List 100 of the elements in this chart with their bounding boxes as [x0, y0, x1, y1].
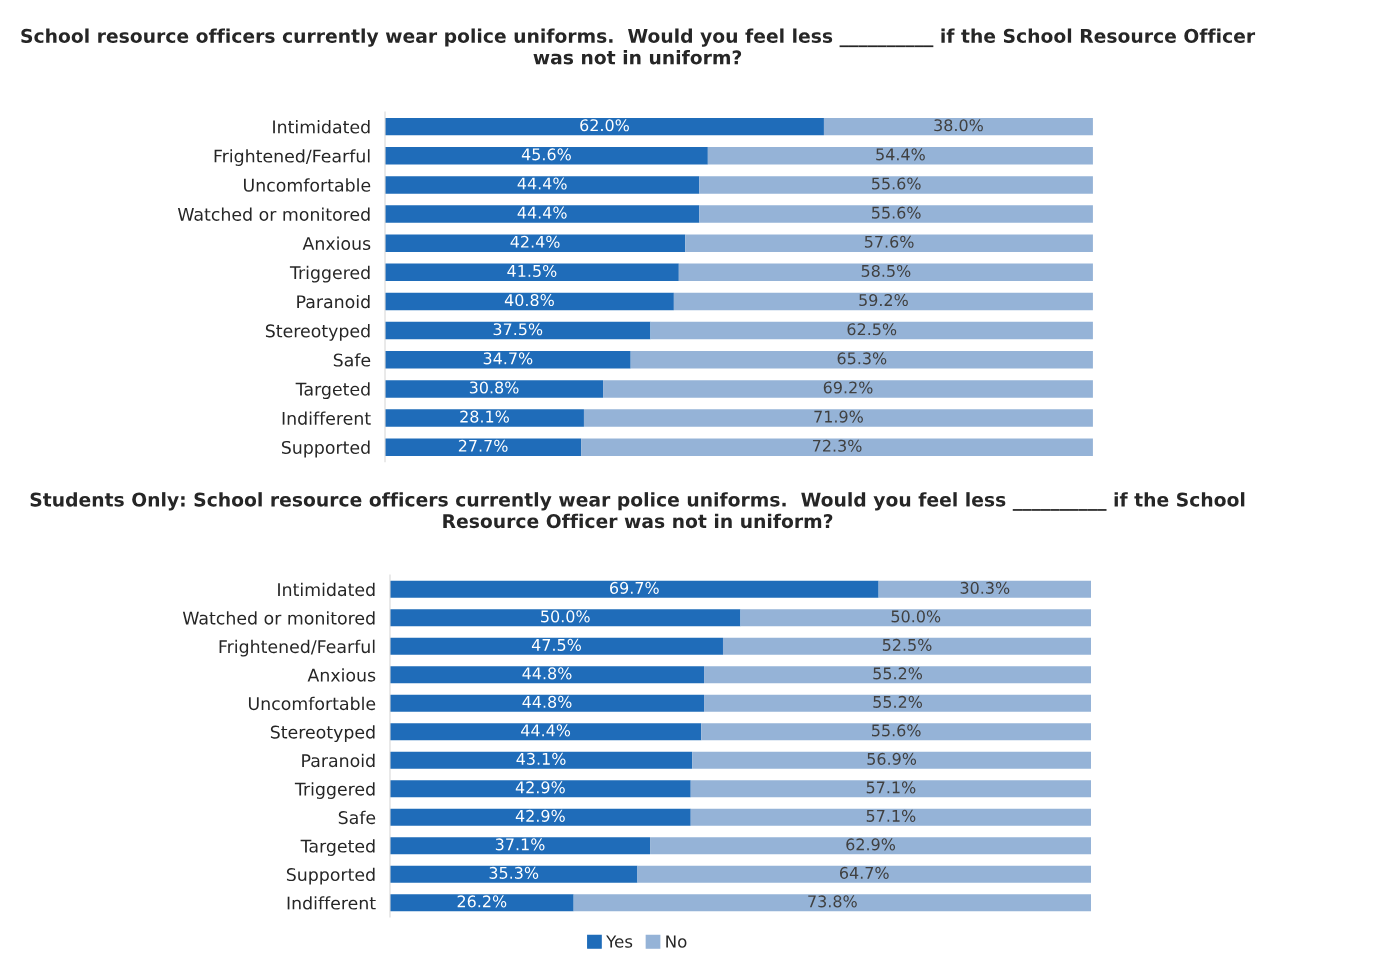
bar — [389, 751, 693, 769]
data-label: 55.6% — [872, 177, 921, 190]
y-tick-label: Frightened/Fearful — [214, 149, 370, 166]
data-label: 55.6% — [872, 206, 921, 219]
y-tick-label: Supported — [286, 867, 375, 885]
data-label: 44.8% — [522, 695, 572, 708]
data-label: 44.4% — [517, 177, 567, 190]
bar — [385, 147, 708, 165]
y-tick-label: Anxious — [302, 236, 371, 251]
data-label: 28.1% — [460, 410, 509, 423]
y-tick-label: Paranoid — [297, 294, 370, 309]
y-tick-label: Supported — [281, 440, 370, 458]
bar — [583, 409, 1093, 427]
bar — [385, 205, 700, 223]
data-label: 55.6% — [872, 724, 921, 737]
data-label: 52.5% — [882, 638, 932, 651]
y-tick-label: Watched or monitored — [182, 611, 375, 625]
y-tick-label: Indifferent — [282, 411, 371, 425]
bar — [690, 808, 1092, 826]
bar — [389, 894, 574, 912]
y-tick-label: Triggered — [289, 265, 370, 283]
y-tick-label: Targeted — [300, 839, 375, 856]
data-label: 42.4% — [510, 235, 560, 248]
bar — [878, 580, 1092, 598]
bar — [704, 694, 1092, 712]
bar — [701, 723, 1092, 741]
data-label: 57.6% — [864, 235, 914, 248]
bar — [650, 321, 1093, 340]
y-tick-label: Stereotyped — [265, 324, 370, 341]
data-label: 55.2% — [873, 695, 923, 708]
bar — [637, 865, 1092, 883]
data-label: 44.8% — [522, 667, 572, 680]
bar — [690, 780, 1092, 798]
bar — [389, 580, 879, 598]
y-tick-label: Triggered — [294, 782, 375, 799]
bar — [385, 438, 582, 456]
data-label: 55.2% — [873, 667, 923, 680]
bar — [685, 234, 1093, 252]
y-tick-label: Safe — [333, 353, 371, 367]
data-label: 42.9% — [515, 809, 565, 822]
bar — [389, 865, 638, 883]
bar — [581, 438, 1093, 456]
bar — [385, 380, 604, 398]
data-label: 59.2% — [859, 294, 908, 307]
data-label: 50.0% — [541, 610, 590, 623]
bar — [389, 780, 691, 798]
data-label: 35.3% — [489, 866, 539, 879]
legend-label: Yes — [606, 935, 633, 948]
y-tick-label: Intimidated — [278, 582, 375, 597]
bar — [573, 894, 1092, 912]
bar — [385, 321, 651, 340]
data-label: 42.9% — [515, 781, 565, 794]
bar — [385, 263, 679, 282]
y-tick-label: Stereotyped — [270, 725, 375, 742]
data-label: 73.8% — [808, 895, 857, 908]
bar — [389, 808, 691, 826]
data-label: 45.6% — [521, 148, 571, 161]
data-label: 44.4% — [521, 724, 571, 737]
y-tick-label: Anxious — [307, 668, 376, 682]
legend-label: No — [666, 935, 687, 948]
data-label: 56.9% — [867, 752, 917, 765]
bar — [389, 609, 741, 627]
data-label: 65.3% — [837, 352, 887, 365]
data-label: 44.4% — [517, 206, 567, 219]
data-label: 30.3% — [960, 581, 1010, 594]
chart-title: Students Only: School resource officers currently wear police uniforms. Would you feel less __________ if the School Resource Officer was not in uniform? — [30, 492, 1245, 529]
bar — [699, 205, 1093, 223]
y-tick-label: Intimidated — [273, 120, 370, 134]
bar — [385, 351, 631, 369]
bar — [823, 117, 1093, 136]
y-tick-label: Watched or monitored — [177, 207, 370, 221]
data-label: 71.9% — [814, 410, 863, 423]
data-label: 38.0% — [934, 119, 983, 132]
bar — [603, 380, 1093, 398]
data-label: 57.1% — [866, 781, 916, 794]
y-tick-label: Uncomfortable — [244, 178, 371, 192]
data-label: 64.7% — [839, 866, 889, 879]
data-label: 72.3% — [812, 439, 862, 452]
bar — [389, 723, 702, 741]
y-tick-label: Paranoid — [302, 753, 375, 768]
data-label: 69.7% — [610, 581, 659, 594]
bar — [678, 263, 1093, 282]
bar — [707, 147, 1093, 165]
y-tick-label: Uncomfortable — [248, 696, 376, 711]
bar — [385, 409, 584, 427]
data-label: 40.8% — [504, 294, 554, 307]
bar — [389, 694, 705, 712]
data-label: 30.8% — [469, 381, 519, 394]
bar — [630, 351, 1093, 369]
bar — [385, 234, 686, 252]
bar — [699, 176, 1093, 194]
data-label: 54.4% — [876, 148, 925, 161]
data-label: 47.5% — [531, 638, 581, 651]
bar — [385, 292, 674, 311]
data-label: 37.5% — [493, 323, 543, 336]
data-label: 43.1% — [516, 752, 566, 765]
bar — [692, 751, 1092, 769]
data-label: 37.1% — [495, 838, 545, 851]
data-label: 58.5% — [861, 264, 911, 277]
bar — [389, 837, 651, 855]
